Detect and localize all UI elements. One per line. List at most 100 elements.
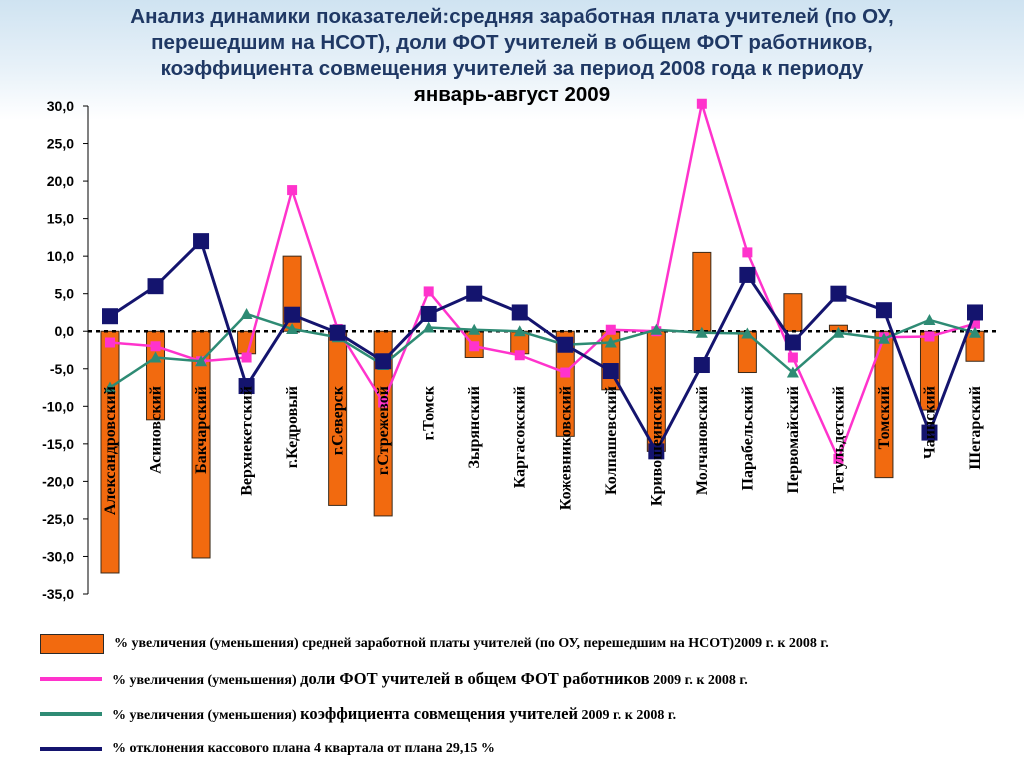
category-label: Первомайский [785,386,802,493]
category-label: г.Северск [330,385,347,455]
point-pink [514,350,525,361]
y-tick-label: -25,0 [42,511,74,527]
point-navy [602,363,619,380]
title-line-3: коэффициента совмещения учителей за пери… [160,57,864,80]
y-tick-label: -30,0 [42,548,74,564]
series-line-teal [109,312,976,389]
point-navy [739,266,756,283]
point-navy [921,424,938,441]
point-navy [693,357,710,374]
point-teal [604,336,617,348]
point-navy [102,308,118,325]
category-label: Верхнекетский [239,386,256,496]
bar [555,330,575,437]
point-teal [286,322,299,334]
legend-item-bars: % увеличения (уменьшения) средней зарабо… [40,626,1000,661]
point-navy [193,233,210,250]
bar [783,293,803,332]
point-navy [284,306,301,323]
point-navy [875,302,892,319]
y-tick-label: 10,0 [47,248,74,264]
point-navy [511,304,528,321]
point-teal [195,355,208,367]
y-tick-label: 0,0 [55,323,75,339]
point-pink [150,341,161,352]
category-label: Асиновский [148,386,165,474]
title-line-2: перешедшим на НСОТ), доли ФОТ учителей в… [151,31,873,54]
point-teal [832,326,845,338]
category-label: г.Кедровый [284,386,301,468]
point-pink [742,247,753,258]
category-label: Александровский [102,386,119,515]
point-teal [468,323,481,335]
point-navy [238,378,255,395]
y-tick-label: 25,0 [47,136,74,152]
category-label: Парабельский [739,386,756,490]
point-teal [240,307,253,319]
point-pink [378,397,389,408]
legend-label-navy: % отклонения кассового плана 4 квартала … [112,740,495,756]
point-pink [105,337,115,348]
y-tick-label: -5,0 [50,361,74,377]
y-tick-label: 30,0 [47,98,74,114]
point-pink [469,341,480,352]
category-label: Бакчарский [193,386,210,474]
legend-item-teal: % увеличения (уменьшения) коэффициента с… [40,696,1000,731]
category-label: Колпашевский [603,386,620,495]
point-teal [149,351,162,363]
point-pink [560,367,571,378]
point-pink [605,324,616,335]
title-line-1: Анализ динамики показателей:средняя зара… [130,5,894,28]
point-teal [969,326,981,338]
point-teal [513,325,526,337]
y-tick-label: -35,0 [42,586,74,602]
bar [373,330,393,517]
point-navy [329,324,346,341]
point-teal [923,313,936,325]
point-navy [784,334,801,351]
point-pink [287,185,298,196]
legend-label-bars: % увеличения (уменьшения) средней зарабо… [114,635,829,651]
chart-legend: % увеличения (уменьшения) средней зарабо… [40,626,1000,766]
point-pink [833,453,844,464]
y-tick-label: 5,0 [55,286,75,302]
point-navy [557,336,574,353]
category-label: Зырянский [466,386,483,468]
point-pink [696,98,707,109]
category-label: Молчановский [694,386,711,495]
legend-label-teal: % увеличения (уменьшения) коэффициента с… [112,703,677,723]
point-pink [423,286,434,297]
series-line-pink [109,102,976,461]
legend-swatch-teal [40,711,102,716]
point-teal [104,381,116,393]
y-tick-label: 20,0 [47,173,74,189]
bar [692,251,712,332]
category-label: Чаинский [921,386,938,459]
point-pink [924,331,935,342]
point-teal [650,323,663,335]
point-navy [147,278,164,295]
legend-swatch-pink [40,676,102,681]
category-label: Томский [876,386,893,449]
point-teal [695,326,708,338]
point-navy [830,285,847,302]
point-pink [241,352,252,363]
category-label: г.Стрежевой [375,386,392,475]
title-line-4: январь-август 2009 [413,83,611,106]
legend-item-navy: % отклонения кассового плана 4 квартала … [40,731,1000,766]
category-label: Кривошеинский [648,386,665,506]
point-navy [375,353,392,370]
slide-title: Анализ динамики показателей:средняя зара… [40,4,984,108]
series-line-navy [109,239,977,453]
point-navy [466,285,483,302]
point-pink [970,318,980,329]
y-tick-label: -15,0 [42,436,74,452]
point-teal [877,332,890,344]
point-teal [786,366,799,378]
point-pink [787,352,798,363]
category-label: г.Томск [421,385,438,440]
category-label: Шегарский [967,386,984,470]
category-label: Кожевниковский [557,386,574,510]
legend-label-pink: % увеличения (уменьшения) доли ФОТ учите… [112,668,748,688]
category-label: Тегульдетский [830,386,847,493]
